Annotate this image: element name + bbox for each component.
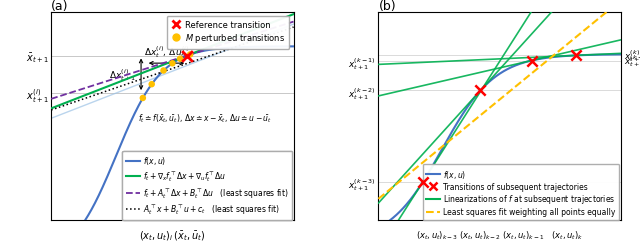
Point [526,59,536,63]
Text: $(x_t, u_t)_{k-3}\;(x_t, u_t)_{k-2}\;(x_t, u_t)_{k-1}\quad(x_t, u_t)_k$: $(x_t, u_t)_{k-3}\;(x_t, u_t)_{k-2}\;(x_… [416,228,583,241]
Text: $x_{t+1}^{(k-1)}$: $x_{t+1}^{(k-1)}$ [624,54,640,69]
Text: $\Delta x_t^{(i)},\, \Delta u_t^{(i)}$: $\Delta x_t^{(i)},\, \Delta u_t^{(i)}$ [144,44,189,60]
Point [182,54,192,58]
Point [175,58,185,62]
Point [476,89,486,93]
Point [147,83,157,87]
Text: $x_{t+1}^{(k)}$: $x_{t+1}^{(k)}$ [624,48,640,64]
Point [418,180,428,184]
Text: (b): (b) [378,0,396,12]
Point [571,54,581,58]
Legend: $f(x, u)$, $f_t + \nabla_x f_t^\top \Delta x + \nabla_u f_t^\top \Delta u$, $f_t: $f(x, u)$, $f_t + \nabla_x f_t^\top \Del… [122,151,292,220]
Text: $(x_t, u_t)_i\,(\bar{x}_t, \bar{u}_t)$: $(x_t, u_t)_i\,(\bar{x}_t, \bar{u}_t)$ [140,228,205,242]
Text: $f_t \doteq f(\bar{x}_t, \bar{u}_t),\, \Delta x \doteq x - \bar{x}_t,\, \Delta u: $f_t \doteq f(\bar{x}_t, \bar{u}_t),\, \… [138,112,273,124]
Point [159,69,169,73]
Point [167,62,177,66]
Point [185,53,195,57]
Text: $\Delta x_{t+1}^{(i)}$: $\Delta x_{t+1}^{(i)}$ [109,67,136,83]
Text: (a): (a) [51,0,68,12]
Legend: $f(x, u)$, Transitions of subsequent trajectories, Linearizations of $f$ at subs: $f(x, u)$, Transitions of subsequent tra… [422,164,620,220]
Point [138,96,148,100]
